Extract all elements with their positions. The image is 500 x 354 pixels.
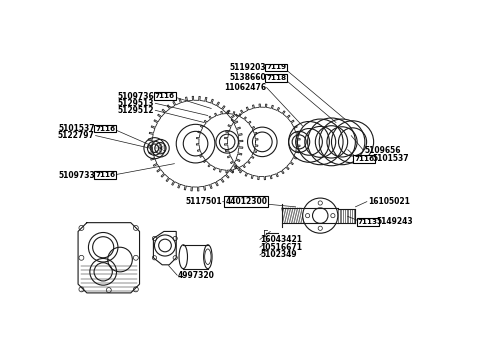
Text: 16105021: 16105021 [368, 197, 410, 206]
Text: 5117501: 5117501 [186, 197, 222, 206]
Text: 7116: 7116 [155, 93, 175, 99]
Text: 5119203: 5119203 [229, 63, 266, 72]
Text: 4997320: 4997320 [178, 271, 215, 280]
Text: 5149243: 5149243 [376, 217, 413, 227]
Text: 44012300: 44012300 [226, 197, 268, 206]
Text: 7116: 7116 [354, 156, 374, 162]
Text: 5129512: 5129512 [118, 106, 154, 115]
Text: 5138660: 5138660 [229, 74, 266, 82]
Text: 5129513: 5129513 [118, 99, 154, 108]
Text: 5122797: 5122797 [58, 131, 95, 140]
Text: 10516671: 10516671 [260, 243, 302, 252]
Text: 5101537: 5101537 [373, 154, 410, 163]
Text: 5109733: 5109733 [58, 171, 95, 180]
Text: 7116: 7116 [95, 126, 116, 132]
Text: 7116: 7116 [95, 172, 116, 178]
Text: 11062476: 11062476 [224, 83, 266, 92]
Text: 7118: 7118 [266, 75, 286, 81]
Text: 7113: 7113 [358, 219, 378, 225]
Text: 16043421: 16043421 [260, 235, 302, 244]
Text: 5102349: 5102349 [260, 251, 297, 259]
Text: 7119: 7119 [266, 64, 286, 70]
Text: 5109736: 5109736 [118, 92, 154, 101]
Text: 5109656: 5109656 [364, 146, 401, 155]
Text: 5101537: 5101537 [58, 124, 95, 133]
